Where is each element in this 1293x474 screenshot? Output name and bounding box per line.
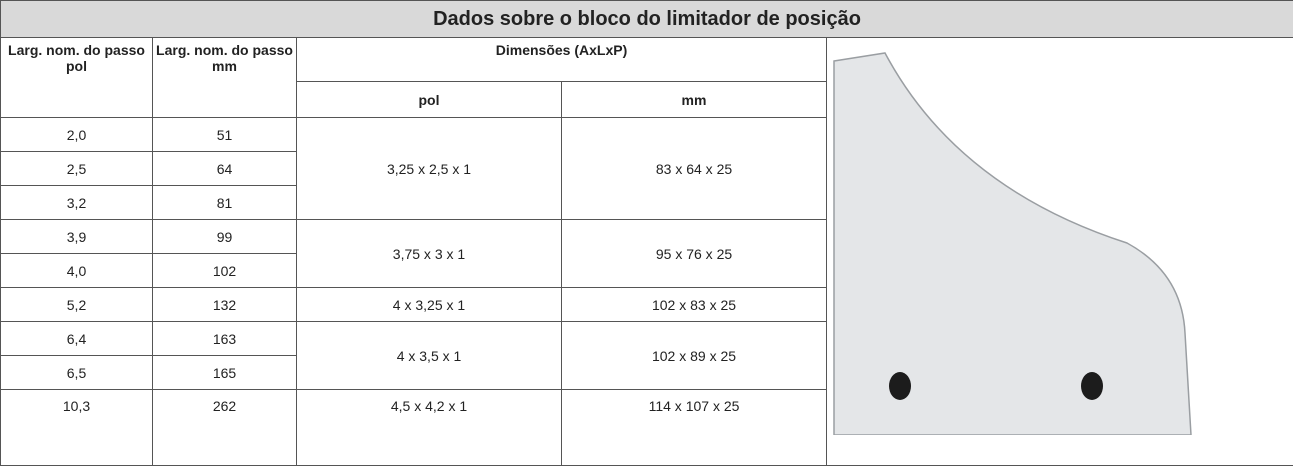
cell: 2,5 — [0, 151, 153, 186]
cell: 10,3 — [0, 389, 153, 466]
cell: 102 — [152, 253, 297, 288]
block-shape — [833, 52, 1192, 436]
hole — [1081, 372, 1103, 400]
table-title: Dados sobre o bloco do limitador de posi… — [0, 0, 1293, 38]
cell: 3,75 x 3 x 1 — [296, 219, 562, 288]
cell: 64 — [152, 151, 297, 186]
block-photo — [833, 52, 1192, 436]
cell: 3,25 x 2,5 x 1 — [296, 117, 562, 220]
header-cell: pol — [296, 81, 562, 118]
cell: 51 — [152, 117, 297, 152]
cell: 114 x 107 x 25 — [561, 389, 827, 466]
cell: 4,0 — [0, 253, 153, 288]
cell: 165 — [152, 355, 297, 390]
cell: 83 x 64 x 25 — [561, 117, 827, 220]
header-cell: Larg. nom. do passo mm — [152, 37, 297, 118]
cell: 6,5 — [0, 355, 153, 390]
cell: 4 x 3,5 x 1 — [296, 321, 562, 390]
cell: 81 — [152, 185, 297, 220]
cell: 163 — [152, 321, 297, 356]
cell: 4,5 x 4,2 x 1 — [296, 389, 562, 466]
cell: 5,2 — [0, 287, 153, 322]
cell: 6,4 — [0, 321, 153, 356]
cell: 2,0 — [0, 117, 153, 152]
cell: 3,2 — [0, 185, 153, 220]
header-cell: Larg. nom. do passo pol — [0, 37, 153, 118]
cell: 132 — [152, 287, 297, 322]
hole — [889, 372, 911, 400]
image-cell — [825, 37, 1293, 466]
header-cell: mm — [561, 81, 827, 118]
cell: 102 x 83 x 25 — [561, 287, 827, 322]
header-cell: Dimensões (AxLxP) — [296, 37, 827, 82]
cell: 102 x 89 x 25 — [561, 321, 827, 390]
cell: 3,9 — [0, 219, 153, 254]
cell: 99 — [152, 219, 297, 254]
cell: 262 — [152, 389, 297, 466]
cell: 4 x 3,25 x 1 — [296, 287, 562, 322]
cell: 95 x 76 x 25 — [561, 219, 827, 288]
